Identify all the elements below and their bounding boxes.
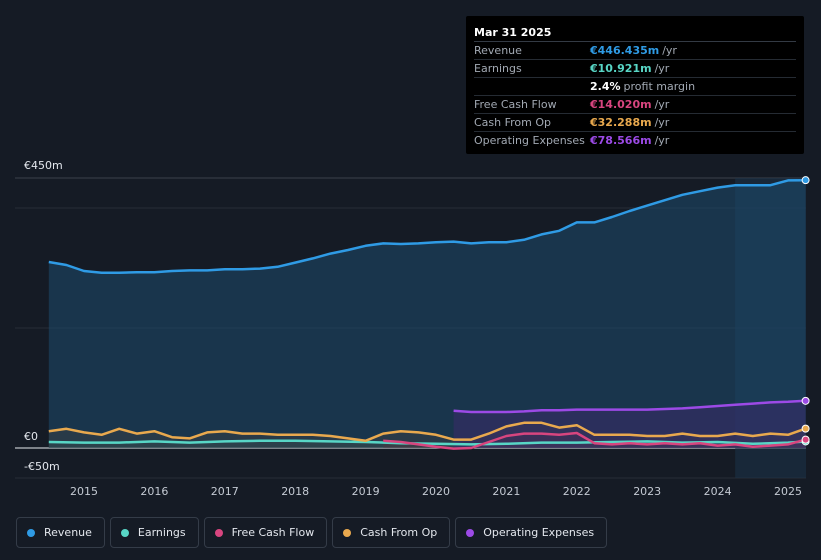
tooltip-row: Revenue €446.435m/yr <box>474 42 796 60</box>
legend-item-operating-expenses[interactable]: Operating Expenses <box>455 517 608 548</box>
y-tick-label-top: €450m <box>24 159 63 172</box>
tooltip-row-label: Operating Expenses <box>474 134 585 147</box>
tooltip-row-unit: /yr <box>654 98 670 111</box>
revenue-line <box>48 178 806 275</box>
free-cash-flow-endpoint <box>801 435 810 444</box>
x-tick-label: 2017 <box>211 485 239 498</box>
financial-chart: 2015 2016 2017 2018 2019 2020 2021 2022 2023 2024… <box>15 176 810 498</box>
legend-item-free-cash-flow[interactable]: Free Cash Flow <box>203 517 328 548</box>
tooltip-row-label: Cash From Op <box>474 116 552 129</box>
series-endpoints <box>801 176 810 446</box>
x-tick-label: 2021 <box>492 485 520 498</box>
chart-legend: Revenue Earnings Free Cash Flow Cash From O… <box>16 517 608 548</box>
x-tick-label: 2015 <box>70 485 98 498</box>
revenue-area <box>48 180 806 448</box>
data-tooltip: Mar 31 2025 Revenue €446.435m/yr Earnings €… <box>466 16 804 154</box>
x-tick-label: 2016 <box>140 485 168 498</box>
tooltip-row-label: Free Cash Flow <box>474 98 557 111</box>
tooltip-row-value: €10.921m <box>590 62 652 75</box>
free-cash-flow-line <box>383 431 806 450</box>
tooltip-row: Operating Expenses €78.566m/yr <box>474 132 796 149</box>
series-lines <box>48 178 807 450</box>
tooltip-row-label: Revenue <box>474 44 522 57</box>
tooltip-row-value: 2.4% <box>590 80 621 93</box>
x-tick-label: 2023 <box>633 485 661 498</box>
legend-dot-icon <box>214 528 223 537</box>
x-tick-label: 2024 <box>704 485 732 498</box>
legend-dot-icon <box>343 528 352 537</box>
tooltip-rows: Revenue €446.435m/yr Earnings €10.921m/yr 2.… <box>474 42 796 149</box>
tooltip-date: Mar 31 2025 <box>474 24 796 42</box>
x-tick-label: 2019 <box>352 485 380 498</box>
legend-dot-icon <box>466 528 475 537</box>
cash-from-op-endpoint <box>801 424 810 433</box>
x-tick-label: 2020 <box>422 485 450 498</box>
legend-dot-icon <box>27 528 35 537</box>
legend-label: Earnings <box>137 526 186 539</box>
tooltip-row-unit: /yr <box>654 134 670 147</box>
tooltip-row: Free Cash Flow €14.020m/yr <box>474 96 796 114</box>
tooltip-row-value: €446.435m <box>590 44 660 57</box>
tooltip-row-label: Earnings <box>474 62 522 75</box>
x-tick-label: 2025 <box>774 485 802 498</box>
legend-label: Free Cash Flow <box>231 526 315 539</box>
tooltip-row-unit: profit margin <box>623 80 696 93</box>
operating-expenses-endpoint <box>801 396 810 405</box>
tooltip-row-unit: /yr <box>662 44 677 57</box>
legend-label: Cash From Op <box>360 526 438 539</box>
tooltip-row-unit: /yr <box>654 62 670 75</box>
tooltip-row-value: €32.288m <box>590 116 652 129</box>
y-tick-label-zero: €0 <box>24 430 38 443</box>
operating-expenses-line <box>453 399 806 414</box>
tooltip-row-label <box>474 78 590 95</box>
tooltip-row-unit: /yr <box>654 116 670 129</box>
tooltip-row: 2.4% profit margin <box>474 78 796 96</box>
cash-from-op-line <box>48 421 807 443</box>
tooltip-row-value: €78.566m <box>590 134 652 147</box>
legend-label: Operating Expenses <box>483 526 595 539</box>
revenue-endpoint <box>801 176 810 185</box>
legend-item-earnings[interactable]: Earnings <box>109 517 199 548</box>
y-tick-label-bottom: -€50m <box>24 460 60 473</box>
tooltip-row-value: €14.020m <box>590 98 652 111</box>
tooltip-row: Earnings €10.921m/yr <box>474 60 796 78</box>
legend-label: Revenue <box>44 526 92 539</box>
legend-item-cash-from-op[interactable]: Cash From Op <box>332 517 451 548</box>
x-axis: 2015 2016 2017 2018 2019 2020 2021 2022 2023 2024… <box>70 485 802 498</box>
legend-dot-icon <box>120 528 129 537</box>
x-tick-label: 2022 <box>563 485 591 498</box>
x-tick-label: 2018 <box>281 485 309 498</box>
tooltip-row: Cash From Op €32.288m/yr <box>474 114 796 132</box>
legend-item-revenue[interactable]: Revenue <box>16 517 105 548</box>
